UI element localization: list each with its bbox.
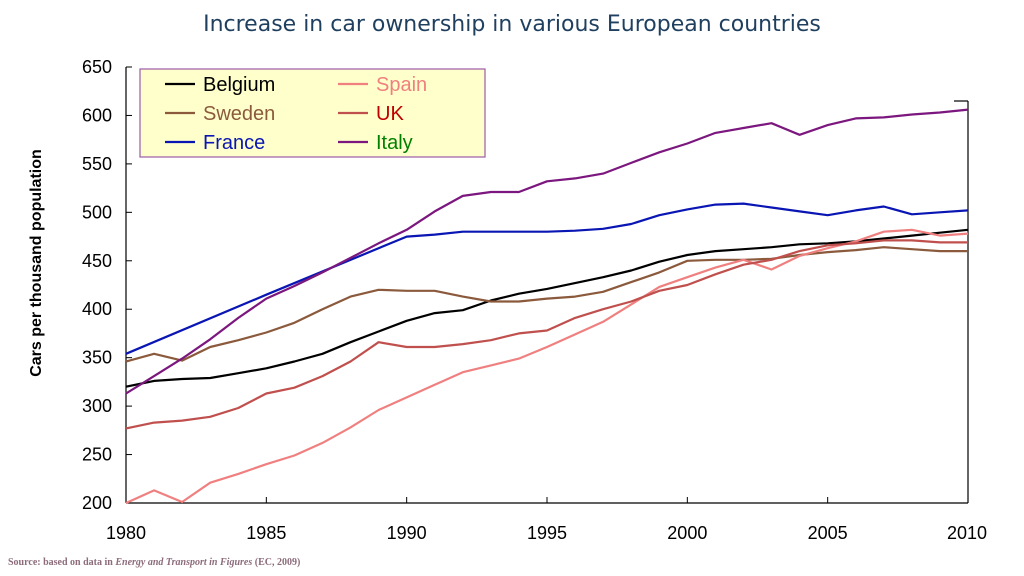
y-tick-label: 200 [82,493,112,513]
series-line-italy [125,108,969,395]
y-tick-label: 650 [82,57,112,77]
legend-label-spain: Spain [376,74,427,96]
chart-title: Increase in car ownership in various Eur… [203,12,821,37]
source-suffix: (EC, 2009) [254,557,301,568]
x-tick-label: 2005 [808,523,848,543]
series-line-belgium [125,228,969,388]
y-axis: 200 250 300 350 400 450 500 550 600 650 [82,57,132,513]
series-line-spain [125,228,969,505]
series-line-france [125,202,969,355]
y-tick-label: 550 [82,154,112,174]
x-axis: 1980 1985 1990 1995 2000 2005 2010 [106,497,987,543]
legend-label-france: France [203,132,265,154]
source-prefix: Source: based on data in [8,557,113,568]
x-tick-label: 1980 [106,523,146,543]
x-tick-label: 2010 [947,523,987,543]
series-line-sweden [125,246,968,363]
series-line-uk [125,239,968,430]
legend-label-belgium: Belgium [203,74,275,96]
legend-label-italy: Italy [376,132,413,154]
y-tick-label: 600 [82,105,112,125]
y-tick-label: 300 [82,396,112,416]
x-tick-label: 1995 [527,523,567,543]
legend-label-uk: UK [376,103,404,125]
x-tick-label: 1990 [387,523,427,543]
legend: Belgium Spain Sweden UK France Italy [139,68,486,158]
series-lines [125,108,969,505]
y-tick-label: 450 [82,251,112,271]
x-tick-label: 2000 [667,523,707,543]
y-tick-label: 500 [82,202,112,222]
y-tick-label: 350 [82,348,112,368]
x-tick-label: 1985 [246,523,286,543]
source-note: Source: based on data in Energy and Tran… [8,557,300,568]
y-tick-label: 400 [82,299,112,319]
y-tick-label: 250 [82,445,112,465]
y-axis-label: Cars per thousand population [28,149,45,377]
legend-box [139,68,486,158]
source-title: Energy and Transport in Figures [115,557,253,568]
legend-label-sweden: Sweden [203,103,275,125]
